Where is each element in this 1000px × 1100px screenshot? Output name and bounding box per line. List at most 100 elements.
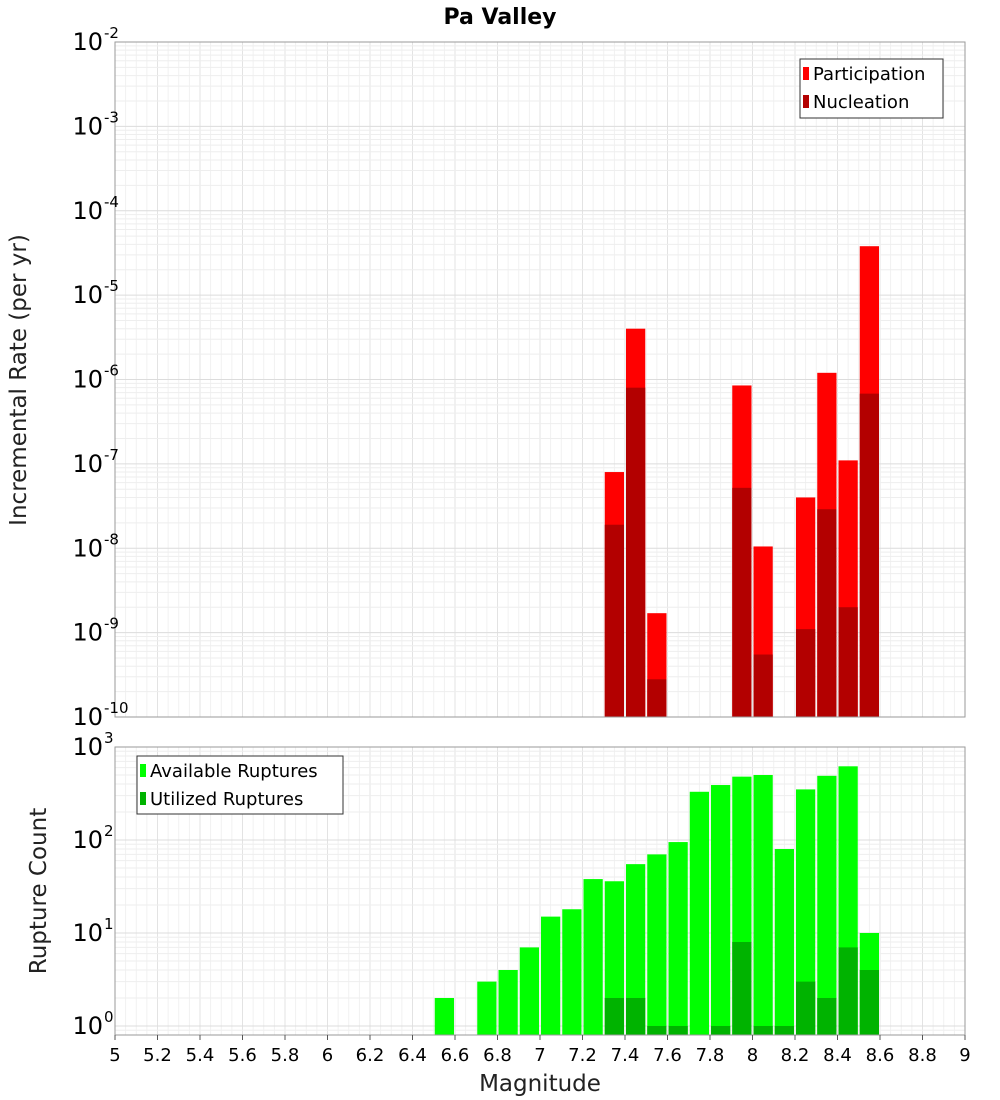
bottom-y-tick-label: 10 [72, 733, 103, 761]
legend-swatch-utilized [140, 792, 146, 805]
bar-utilized-ruptures [817, 997, 837, 1035]
x-tick-label: 7.8 [696, 1045, 725, 1066]
bottom-y-tick-exponent: 3 [104, 729, 114, 747]
x-tick-label: 5.2 [143, 1045, 172, 1066]
bar-available-ruptures [434, 997, 454, 1035]
bar-available-ruptures [796, 789, 816, 1035]
x-tick-label: 7 [534, 1045, 545, 1066]
bar-available-ruptures [753, 774, 773, 1035]
top-y-tick-exponent: -5 [104, 277, 119, 295]
bottom-legend: Available Ruptures Utilized Ruptures [136, 755, 344, 815]
bar-utilized-ruptures [753, 1025, 773, 1035]
top-y-tick-label: 10 [72, 703, 103, 731]
bar-nucleation [604, 524, 624, 717]
bar-utilized-ruptures [859, 969, 879, 1035]
bottom-y-tick-label: 10 [72, 1012, 103, 1040]
bottom-y-tick-exponent: 0 [104, 1008, 114, 1026]
bar-available-ruptures [562, 909, 582, 1035]
legend-label-available: Available Ruptures [150, 761, 318, 782]
top-y-tick-label: 10 [72, 281, 103, 309]
top-y-tick-label: 10 [72, 450, 103, 478]
bar-utilized-ruptures [604, 997, 624, 1035]
bar-nucleation [647, 679, 667, 717]
top-y-axis-label: Incremental Rate (per yr) [6, 234, 32, 526]
legend-label-nucleation: Nucleation [813, 92, 909, 113]
top-y-tick-label: 10 [72, 112, 103, 140]
bar-available-ruptures [774, 849, 794, 1035]
bottom-y-tick-label: 10 [72, 826, 103, 854]
top-y-tick-label: 10 [72, 28, 103, 56]
bar-available-ruptures [817, 775, 837, 1035]
bar-available-ruptures [541, 916, 561, 1035]
bottom-y-axis-label: Rupture Count [26, 808, 52, 974]
legend-swatch-nucleation [803, 95, 809, 108]
top-plot-frame [114, 41, 966, 718]
bar-available-ruptures [647, 854, 667, 1035]
x-tick-label: 5.6 [228, 1045, 257, 1066]
legend-label-utilized: Utilized Ruptures [150, 789, 303, 810]
top-legend: Participation Nucleation [799, 58, 944, 119]
bar-available-ruptures [689, 791, 709, 1035]
bar-nucleation [753, 654, 773, 717]
bar-utilized-ruptures [668, 1025, 688, 1035]
top-y-tick-exponent: -2 [104, 24, 119, 42]
x-tick-label: 6.8 [483, 1045, 512, 1066]
bottom-y-tick-exponent: 1 [104, 915, 114, 933]
x-tick-label: 8 [747, 1045, 758, 1066]
bar-available-ruptures [498, 969, 518, 1035]
legend-swatch-available [140, 764, 146, 777]
x-axis-label: Magnitude [479, 1071, 601, 1097]
bar-nucleation [626, 387, 646, 717]
chart-title: Pa Valley [443, 5, 556, 30]
x-tick-label: 6 [322, 1045, 333, 1066]
bottom-y-tick-exponent: 2 [104, 822, 114, 840]
top-y-tick-exponent: -10 [104, 699, 129, 717]
bar-available-ruptures [583, 879, 603, 1035]
bar-available-ruptures [477, 981, 497, 1035]
bar-utilized-ruptures [838, 947, 858, 1035]
x-tick-label: 5.4 [186, 1045, 215, 1066]
bottom-y-tick-label: 10 [72, 919, 103, 947]
top-y-tick-label: 10 [72, 534, 103, 562]
bar-utilized-ruptures [796, 981, 816, 1035]
bar-available-ruptures [519, 947, 539, 1035]
x-tick-label: 8.2 [781, 1045, 810, 1066]
bar-available-ruptures [668, 842, 688, 1035]
x-tick-label: 6.2 [356, 1045, 385, 1066]
top-y-ticks: 10-210-310-410-510-610-710-810-910-10 [72, 24, 128, 731]
bar-utilized-ruptures [711, 1025, 731, 1035]
bar-nucleation [817, 509, 837, 717]
bar-utilized-ruptures [732, 942, 752, 1035]
x-tick-label: 8.6 [866, 1045, 895, 1066]
x-tick-label: 5.8 [271, 1045, 300, 1066]
x-tick-label: 7.6 [653, 1045, 682, 1066]
bar-utilized-ruptures [774, 1025, 794, 1035]
top-y-tick-exponent: -9 [104, 615, 119, 633]
bar-nucleation [796, 629, 816, 717]
legend-swatch-participation [803, 67, 809, 80]
x-tick-label: 9 [959, 1045, 970, 1066]
top-y-tick-label: 10 [72, 619, 103, 647]
x-tick-label: 8.8 [908, 1045, 937, 1066]
top-y-tick-label: 10 [72, 366, 103, 394]
top-legend-box [799, 58, 944, 119]
x-tick-label: 7.2 [568, 1045, 597, 1066]
x-tick-label: 5 [109, 1045, 120, 1066]
legend-label-participation: Participation [813, 64, 925, 85]
top-bars [604, 246, 879, 718]
bottom-legend-box [136, 755, 344, 815]
bar-nucleation [859, 393, 879, 717]
bar-nucleation [838, 607, 858, 717]
top-y-tick-exponent: -8 [104, 530, 119, 548]
bar-utilized-ruptures [626, 997, 646, 1035]
top-gridlines [114, 42, 966, 718]
bar-utilized-ruptures [647, 1025, 667, 1035]
top-y-tick-exponent: -3 [104, 108, 119, 126]
x-tick-label: 6.6 [441, 1045, 470, 1066]
bottom-bars [434, 766, 879, 1035]
bottom-x-ticks: 5 5.2 5.4 5.6 5.8 6 6.2 6.4 6.6 6.8 7 7.2 7.4 7.6 7.8 8… [109, 1035, 971, 1066]
top-y-tick-exponent: -4 [104, 193, 119, 211]
top-y-tick-exponent: -7 [104, 446, 119, 464]
bar-available-ruptures [711, 785, 731, 1035]
